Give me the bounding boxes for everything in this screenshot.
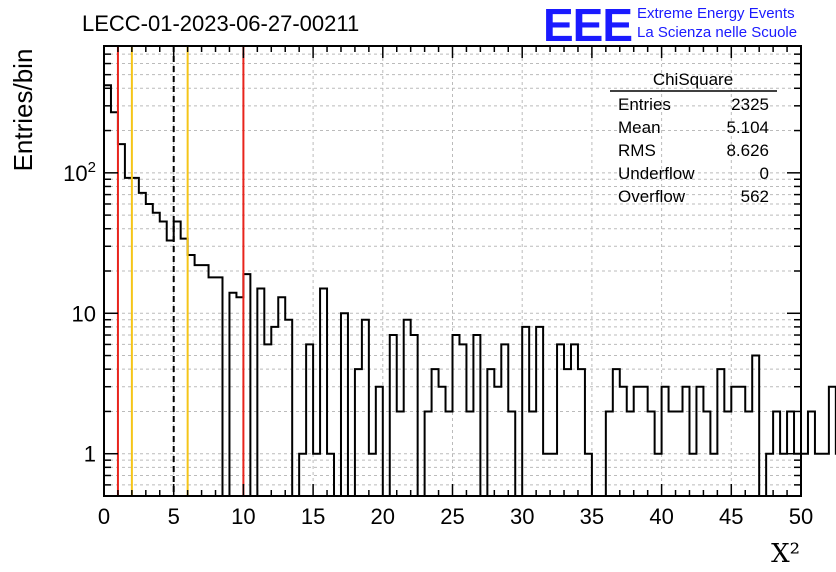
stats-box: ChiSquare Entries 2325 Mean 5.104 RMS 8.… xyxy=(610,70,777,206)
histogram-outline xyxy=(104,84,836,497)
y-tick-label: 102 xyxy=(63,159,96,186)
x-tick-label: 15 xyxy=(301,504,325,529)
reference-lines xyxy=(116,46,245,496)
eee-logo-mark: EEE xyxy=(543,0,633,51)
y-axis-label: Entries/bin xyxy=(8,49,38,172)
x-tick-label: 35 xyxy=(580,504,604,529)
stats-title: ChiSquare xyxy=(653,70,733,89)
x-tick-label: 45 xyxy=(719,504,743,529)
stats-label-mean: Mean xyxy=(618,118,661,137)
x-tick-label: 30 xyxy=(510,504,534,529)
histogram-series xyxy=(104,84,836,497)
stats-label-underflow: Underflow xyxy=(618,164,695,183)
x-tick-label: 10 xyxy=(231,504,255,529)
eee-logo-line2: La Scienza nelle Scuole xyxy=(637,24,798,41)
x-tick-label: 0 xyxy=(98,504,110,529)
x-axis-label: X² xyxy=(771,539,800,569)
x-tick-label: 40 xyxy=(649,504,673,529)
stats-value-entries: 2325 xyxy=(731,95,769,114)
stats-label-rms: RMS xyxy=(618,141,656,160)
stats-value-underflow: 0 xyxy=(760,164,769,183)
stats-value-rms: 8.626 xyxy=(726,141,769,160)
chart-title: LECC-01-2023-06-27-00211 xyxy=(82,11,359,36)
stats-value-mean: 5.104 xyxy=(726,118,769,137)
axis-ticks xyxy=(103,45,802,497)
y-tick-label: 1 xyxy=(84,442,96,467)
stats-label-overflow: Overflow xyxy=(618,187,686,206)
stats-label-entries: Entries xyxy=(618,95,671,114)
x-tick-label: 5 xyxy=(168,504,180,529)
tick-labels: 0 5 10 15 20 25 30 35 40 45 50 1 10 102 xyxy=(63,159,813,529)
stats-value-overflow: 562 xyxy=(741,187,769,206)
x-tick-label: 25 xyxy=(440,504,464,529)
y-tick-label: 10 xyxy=(72,301,96,326)
eee-logo-line1: Extreme Energy Events xyxy=(637,5,795,22)
x-tick-label: 50 xyxy=(789,504,813,529)
x-tick-label: 20 xyxy=(371,504,395,529)
